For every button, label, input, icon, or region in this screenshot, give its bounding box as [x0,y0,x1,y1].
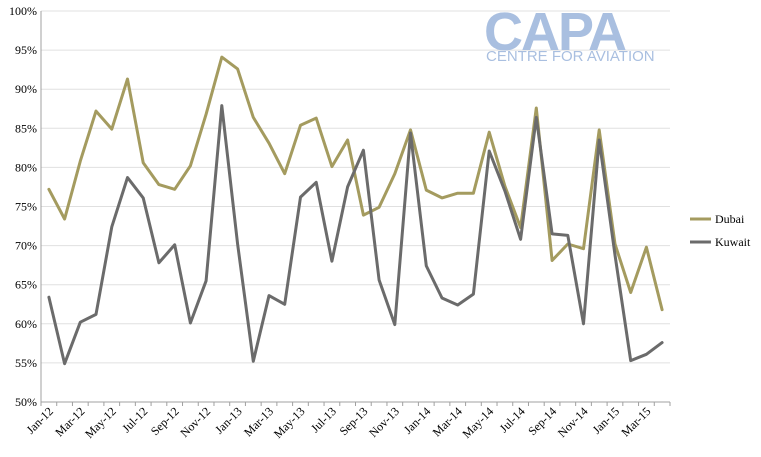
x-tick-label: Jan-15 [590,404,623,437]
x-tick-label: Jan-12 [23,404,56,437]
series-line-kuwait [47,104,664,366]
x-tick-label: Nov-14 [555,404,591,440]
x-tick-label: Mar-15 [618,404,653,439]
x-tick-label: Jan-14 [401,404,434,437]
x-tick-label: Nov-13 [366,404,402,440]
x-tick-label: Mar-13 [241,404,276,439]
series-line-dubai [47,55,664,312]
x-tick-label: Sep-13 [337,404,371,438]
x-tick-label: Jan-13 [212,404,245,437]
x-tick-label: Sep-14 [525,404,559,438]
y-tick-label: 80% [15,160,37,174]
y-tick-label: 85% [15,121,37,135]
x-tick-label: Sep-12 [148,404,182,438]
logo-sub-text: CENTRE FOR AVIATION [486,48,655,65]
axes [40,11,671,406]
y-tick-label: 70% [15,239,37,253]
x-tick-label: Mar-12 [52,404,87,439]
x-tick-label: May-13 [271,404,308,441]
x-tick-label: May-14 [460,404,497,441]
y-tick-label: 50% [15,395,37,409]
x-tick-label: May-12 [82,404,119,441]
legend-label-dubai: Dubai [715,212,745,226]
logo-main-text: CAPA [484,2,626,62]
y-tick-label: 75% [15,200,37,214]
x-tick-label: Jul-13 [308,404,339,435]
y-tick-label: 100% [9,4,37,18]
series-lines [47,55,664,366]
x-tick-label: Mar-14 [430,404,465,439]
y-tick-label: 65% [15,278,37,292]
x-tick-label: Jul-14 [497,404,528,435]
legend-label-kuwait: Kuwait [715,235,751,249]
y-tick-label: 60% [15,317,37,331]
capa-logo: CAPA CENTRE FOR AVIATION [484,2,655,65]
x-tick-label: Nov-12 [177,404,213,440]
y-tick-label: 95% [15,43,37,57]
y-tick-label: 90% [15,82,37,96]
y-axis-ticks: 50% 55% 60% 65% 70% 75% 80% 85% 90% 95% 100% [9,4,37,409]
y-tick-label: 55% [15,356,37,370]
x-tick-label: Jul-12 [119,404,150,435]
legend: Dubai Kuwait [690,212,751,249]
